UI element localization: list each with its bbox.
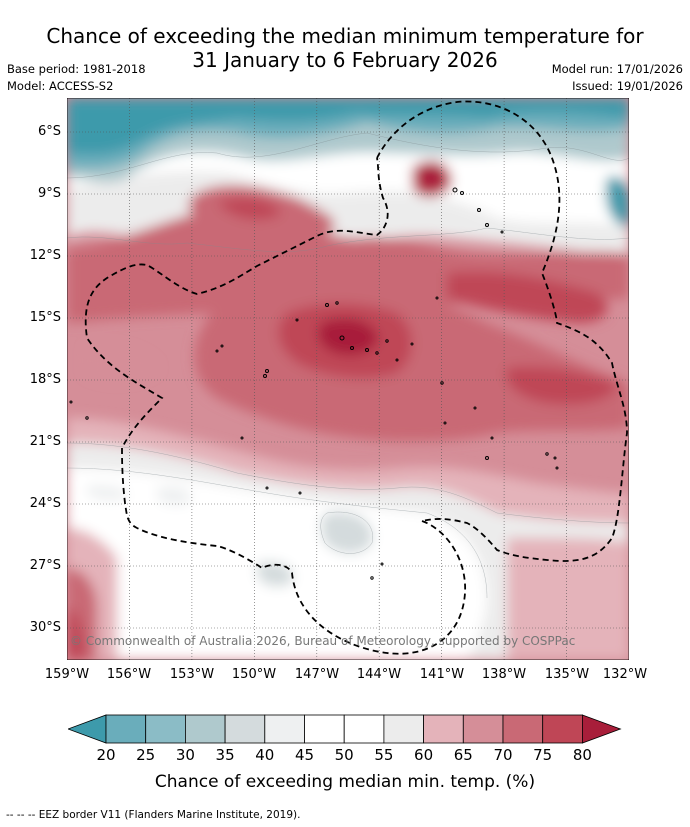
colorbar-tick-label: 80	[572, 746, 592, 764]
issued-date: Issued: 19/01/2026	[572, 79, 683, 93]
map-canvas	[67, 98, 629, 660]
colorbar-segment	[383, 714, 424, 744]
colorbar	[68, 714, 622, 744]
lat-label: 6°S	[37, 124, 61, 139]
colorbar-segment	[304, 714, 345, 744]
lon-label: 135°W	[544, 667, 590, 682]
colorbar-extend-high	[582, 714, 622, 744]
lon-label: 138°W	[481, 667, 527, 682]
copyright-notice: © Commonwealth of Australia 2026, Bureau…	[70, 634, 576, 648]
probability-map	[67, 98, 629, 660]
colorbar-segment	[185, 714, 226, 744]
lon-label: 147°W	[294, 667, 340, 682]
lon-label: 150°W	[231, 667, 277, 682]
eez-borders	[84, 100, 628, 655]
lon-label: 132°W	[602, 667, 648, 682]
colorbar-tick-label: 25	[136, 746, 156, 764]
lon-label: 159°W	[44, 667, 90, 682]
lon-label: 156°W	[106, 667, 152, 682]
lat-label: 30°S	[29, 620, 61, 635]
colorbar-segment	[343, 714, 385, 744]
map-title: Chance of exceeding the median minimum t…	[0, 24, 690, 72]
lat-label: 18°S	[29, 372, 61, 387]
colorbar-segment	[145, 714, 186, 744]
lat-label: 9°S	[37, 186, 61, 201]
colorbar-segment	[462, 714, 504, 744]
colorbar-tick-label: 20	[96, 746, 116, 764]
lon-label: 144°W	[356, 667, 402, 682]
lat-label: 12°S	[29, 248, 61, 263]
colorbar-tick-label: 70	[493, 746, 513, 764]
colorbar-tick-label: 45	[294, 746, 315, 764]
colorbar-tick-label: 35	[215, 746, 235, 764]
graticule	[67, 98, 629, 660]
colorbar-tick-label: 65	[453, 746, 473, 764]
colorbar-segments	[68, 714, 622, 744]
colorbar-segment	[105, 714, 147, 744]
probability-field	[67, 98, 629, 660]
lon-label: 141°W	[419, 667, 465, 682]
contour-lines	[67, 132, 629, 599]
colorbar-segment	[502, 714, 544, 744]
colorbar-segment	[542, 714, 583, 744]
colorbar-segment	[224, 714, 266, 744]
colorbar-tick-label: 55	[374, 746, 394, 764]
islands	[69, 187, 559, 580]
model-run: Model run: 17/01/2026	[551, 62, 683, 76]
lat-label: 21°S	[29, 434, 61, 449]
colorbar-tick-label: 50	[334, 746, 354, 764]
colorbar-tick-label: 75	[533, 746, 553, 764]
colorbar-tick-label: 40	[255, 746, 275, 764]
colorbar-segment	[423, 714, 464, 744]
colorbar-tick-label: 30	[175, 746, 195, 764]
lat-label: 24°S	[29, 496, 61, 511]
base-period: Base period: 1981-2018	[7, 62, 146, 76]
colorbar-tick-label: 60	[414, 746, 434, 764]
colorbar-segment	[264, 714, 305, 744]
eez-footnote: -- -- -- EEZ border V11 (Flanders Marine…	[6, 809, 301, 821]
lon-label: 153°W	[169, 667, 215, 682]
title-line-1: Chance of exceeding the median minimum t…	[46, 24, 644, 48]
lat-label: 15°S	[29, 310, 61, 325]
model-name: Model: ACCESS-S2	[7, 79, 114, 93]
colorbar-extend-low	[68, 714, 107, 744]
title-line-2: 31 January to 6 February 2026	[192, 48, 498, 72]
lat-label: 27°S	[29, 558, 61, 573]
colorbar-label: Chance of exceeding median min. temp. (%…	[154, 772, 536, 792]
